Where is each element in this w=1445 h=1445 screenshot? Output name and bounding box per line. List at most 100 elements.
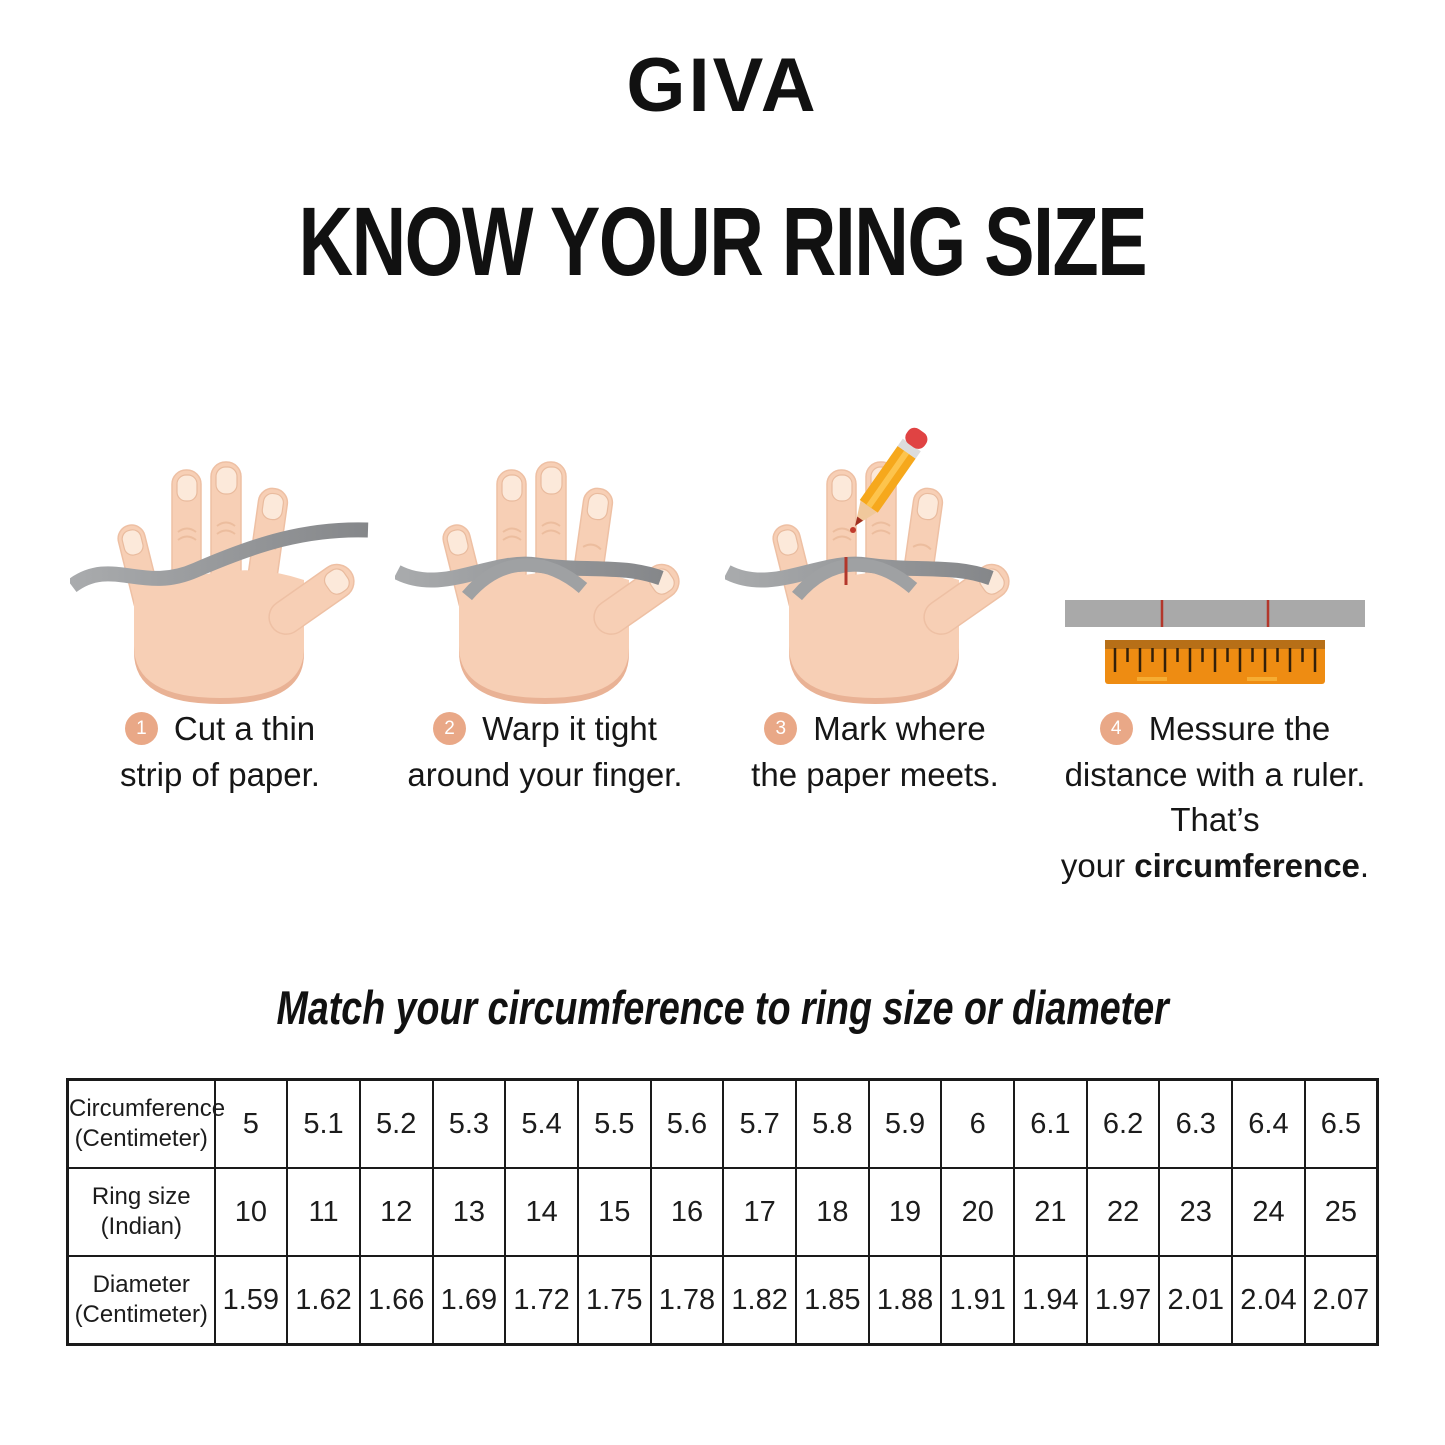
step-number-badge: 3 (764, 712, 798, 746)
ring-size-table: Circumference (Centimeter) 5 5.1 5.2 5.3… (66, 1078, 1379, 1346)
page-title-text: KNOW YOUR RING SIZE (298, 187, 1148, 296)
step-3-illustration (705, 408, 1045, 705)
table-cell: 6.5 (1303, 1078, 1379, 1169)
hand-marked-strip-icon (725, 427, 1017, 705)
row-header-line2: (Indian) (100, 1213, 182, 1240)
step-3-text-line2: the paper meets. (751, 755, 999, 793)
red-dot (850, 527, 856, 533)
table-cell: 5.6 (649, 1078, 725, 1169)
table-cell: 5.5 (576, 1078, 652, 1169)
table-row-diameter: Diameter (Centimeter) 1.59 1.62 1.66 1.6… (66, 1255, 1379, 1346)
step-2-illustration (385, 408, 705, 705)
table-cell: 20 (940, 1167, 1016, 1257)
step-2-caption: 2 Warp it tight around your finger. (385, 706, 705, 797)
step-3-caption: 3 Mark where the paper meets. (705, 706, 1045, 797)
step-number-badge: 1 (124, 712, 158, 746)
table-cell: 1.82 (722, 1255, 797, 1346)
table-subtitle: Match your circumference to ring size or… (0, 980, 1445, 1035)
table-cell: 6.1 (1013, 1078, 1088, 1169)
table-cell: 14 (504, 1167, 579, 1257)
step-4-illustration (1030, 408, 1400, 700)
table-cell: 1.97 (1085, 1255, 1161, 1346)
step-4-line3-prefix: That’s your (1060, 801, 1260, 884)
step-4: 4 Messure the distance with a ruler. Tha… (1030, 408, 1400, 888)
table-cell: 12 (358, 1167, 434, 1257)
table-cell: 1.91 (940, 1255, 1016, 1346)
table-cell: 1.62 (286, 1255, 361, 1346)
table-cell: 1.88 (867, 1255, 943, 1346)
table-cell: 19 (867, 1167, 943, 1257)
step-4-line3-suffix: . (1359, 846, 1370, 884)
table-cell: 11 (286, 1167, 361, 1257)
row-header: Circumference (Centimeter) (66, 1078, 226, 1169)
row-header: Ring size (Indian) (66, 1167, 216, 1257)
table-cell: 1.85 (795, 1255, 870, 1346)
table-cell: 1.72 (504, 1255, 579, 1346)
step-4-text-line2: distance with a ruler. (1064, 755, 1366, 793)
giva-logo: GIVA (626, 43, 819, 128)
table-cell: 6.4 (1231, 1078, 1306, 1169)
table-cell: 22 (1085, 1167, 1161, 1257)
table-cell: 2.04 (1231, 1255, 1306, 1346)
red-mark (1160, 600, 1270, 627)
table-cell: 5.2 (358, 1078, 434, 1169)
ruler-icon (1065, 600, 1365, 684)
table-cell: 5.3 (431, 1078, 507, 1169)
table-cell: 6.2 (1085, 1078, 1161, 1169)
step-number-badge: 4 (1099, 712, 1133, 746)
table-cell: 18 (795, 1167, 870, 1257)
table-cell: 6.3 (1158, 1078, 1234, 1169)
table-row-circumference: Circumference (Centimeter) 5 5.1 5.2 5.3… (66, 1078, 1379, 1169)
step-3: 3 Mark where the paper meets. (705, 408, 1045, 797)
paper-strip (1065, 600, 1365, 627)
steps-row: 1 Cut a thin strip of paper. 2 Warp it t… (55, 408, 1400, 888)
table-cell: 21 (1013, 1167, 1088, 1257)
table-cell: 23 (1158, 1167, 1234, 1257)
row-header-line1: Diameter (92, 1271, 190, 1298)
table-row-ring-size: Ring size (Indian) 10 11 12 13 14 15 16 … (66, 1167, 1379, 1257)
table-cell: 1.78 (649, 1255, 725, 1346)
table-cell: 5.9 (867, 1078, 943, 1169)
table-cell: 24 (1231, 1167, 1306, 1257)
table-cell: 1.94 (1013, 1255, 1088, 1346)
row-header-line1: Ring size (91, 1183, 191, 1210)
step-number-badge: 2 (433, 712, 467, 746)
step-4-text-line1: Messure the (1148, 710, 1331, 747)
hand-with-strip-icon (70, 461, 369, 704)
paper-strip-wrap (792, 558, 918, 601)
table-cell: 16 (649, 1167, 725, 1257)
table-cell: 13 (431, 1167, 507, 1257)
step-1-text-line2: strip of paper. (120, 755, 320, 793)
pencil-icon (855, 427, 928, 526)
step-1: 1 Cut a thin strip of paper. (55, 408, 385, 797)
table-cell: 5.8 (795, 1078, 870, 1169)
row-header-line1: Circumference (69, 1095, 226, 1122)
step-4-caption: 4 Messure the distance with a ruler. Tha… (1030, 706, 1400, 888)
page-title: KNOW YOUR RING SIZE (0, 186, 1445, 298)
table-cell: 1.66 (358, 1255, 434, 1346)
step-1-caption: 1 Cut a thin strip of paper. (55, 706, 385, 797)
hand-wrapped-strip-icon (395, 461, 687, 705)
table-cell: 2.01 (1158, 1255, 1234, 1346)
step-2-text-line1: Warp it tight (482, 710, 657, 747)
paper-strip (70, 522, 369, 593)
step-4-text-line3: That’s your circumference. (1030, 797, 1400, 888)
table-cell: 5.4 (504, 1078, 579, 1169)
table-cell: 5 (213, 1078, 289, 1169)
row-header: Diameter (Centimeter) (66, 1255, 216, 1346)
step-4-line3-bold: circumference (1134, 846, 1360, 884)
table-cell: 1.75 (576, 1255, 652, 1346)
row-header-line2: (Centimeter) (74, 1125, 208, 1152)
table-cell: 25 (1303, 1167, 1379, 1257)
table-cell: 5.1 (286, 1078, 361, 1169)
step-2: 2 Warp it tight around your finger. (385, 408, 705, 797)
table-cell: 5.7 (722, 1078, 797, 1169)
table-cell: 6 (940, 1078, 1016, 1169)
table-cell: 1.59 (213, 1255, 289, 1346)
paper-strip-wrap (462, 558, 588, 601)
step-1-illustration (55, 408, 385, 704)
table-cell: 1.69 (431, 1255, 507, 1346)
table-cell: 2.07 (1303, 1255, 1379, 1346)
table-subtitle-text: Match your circumference to ring size or… (276, 981, 1169, 1034)
